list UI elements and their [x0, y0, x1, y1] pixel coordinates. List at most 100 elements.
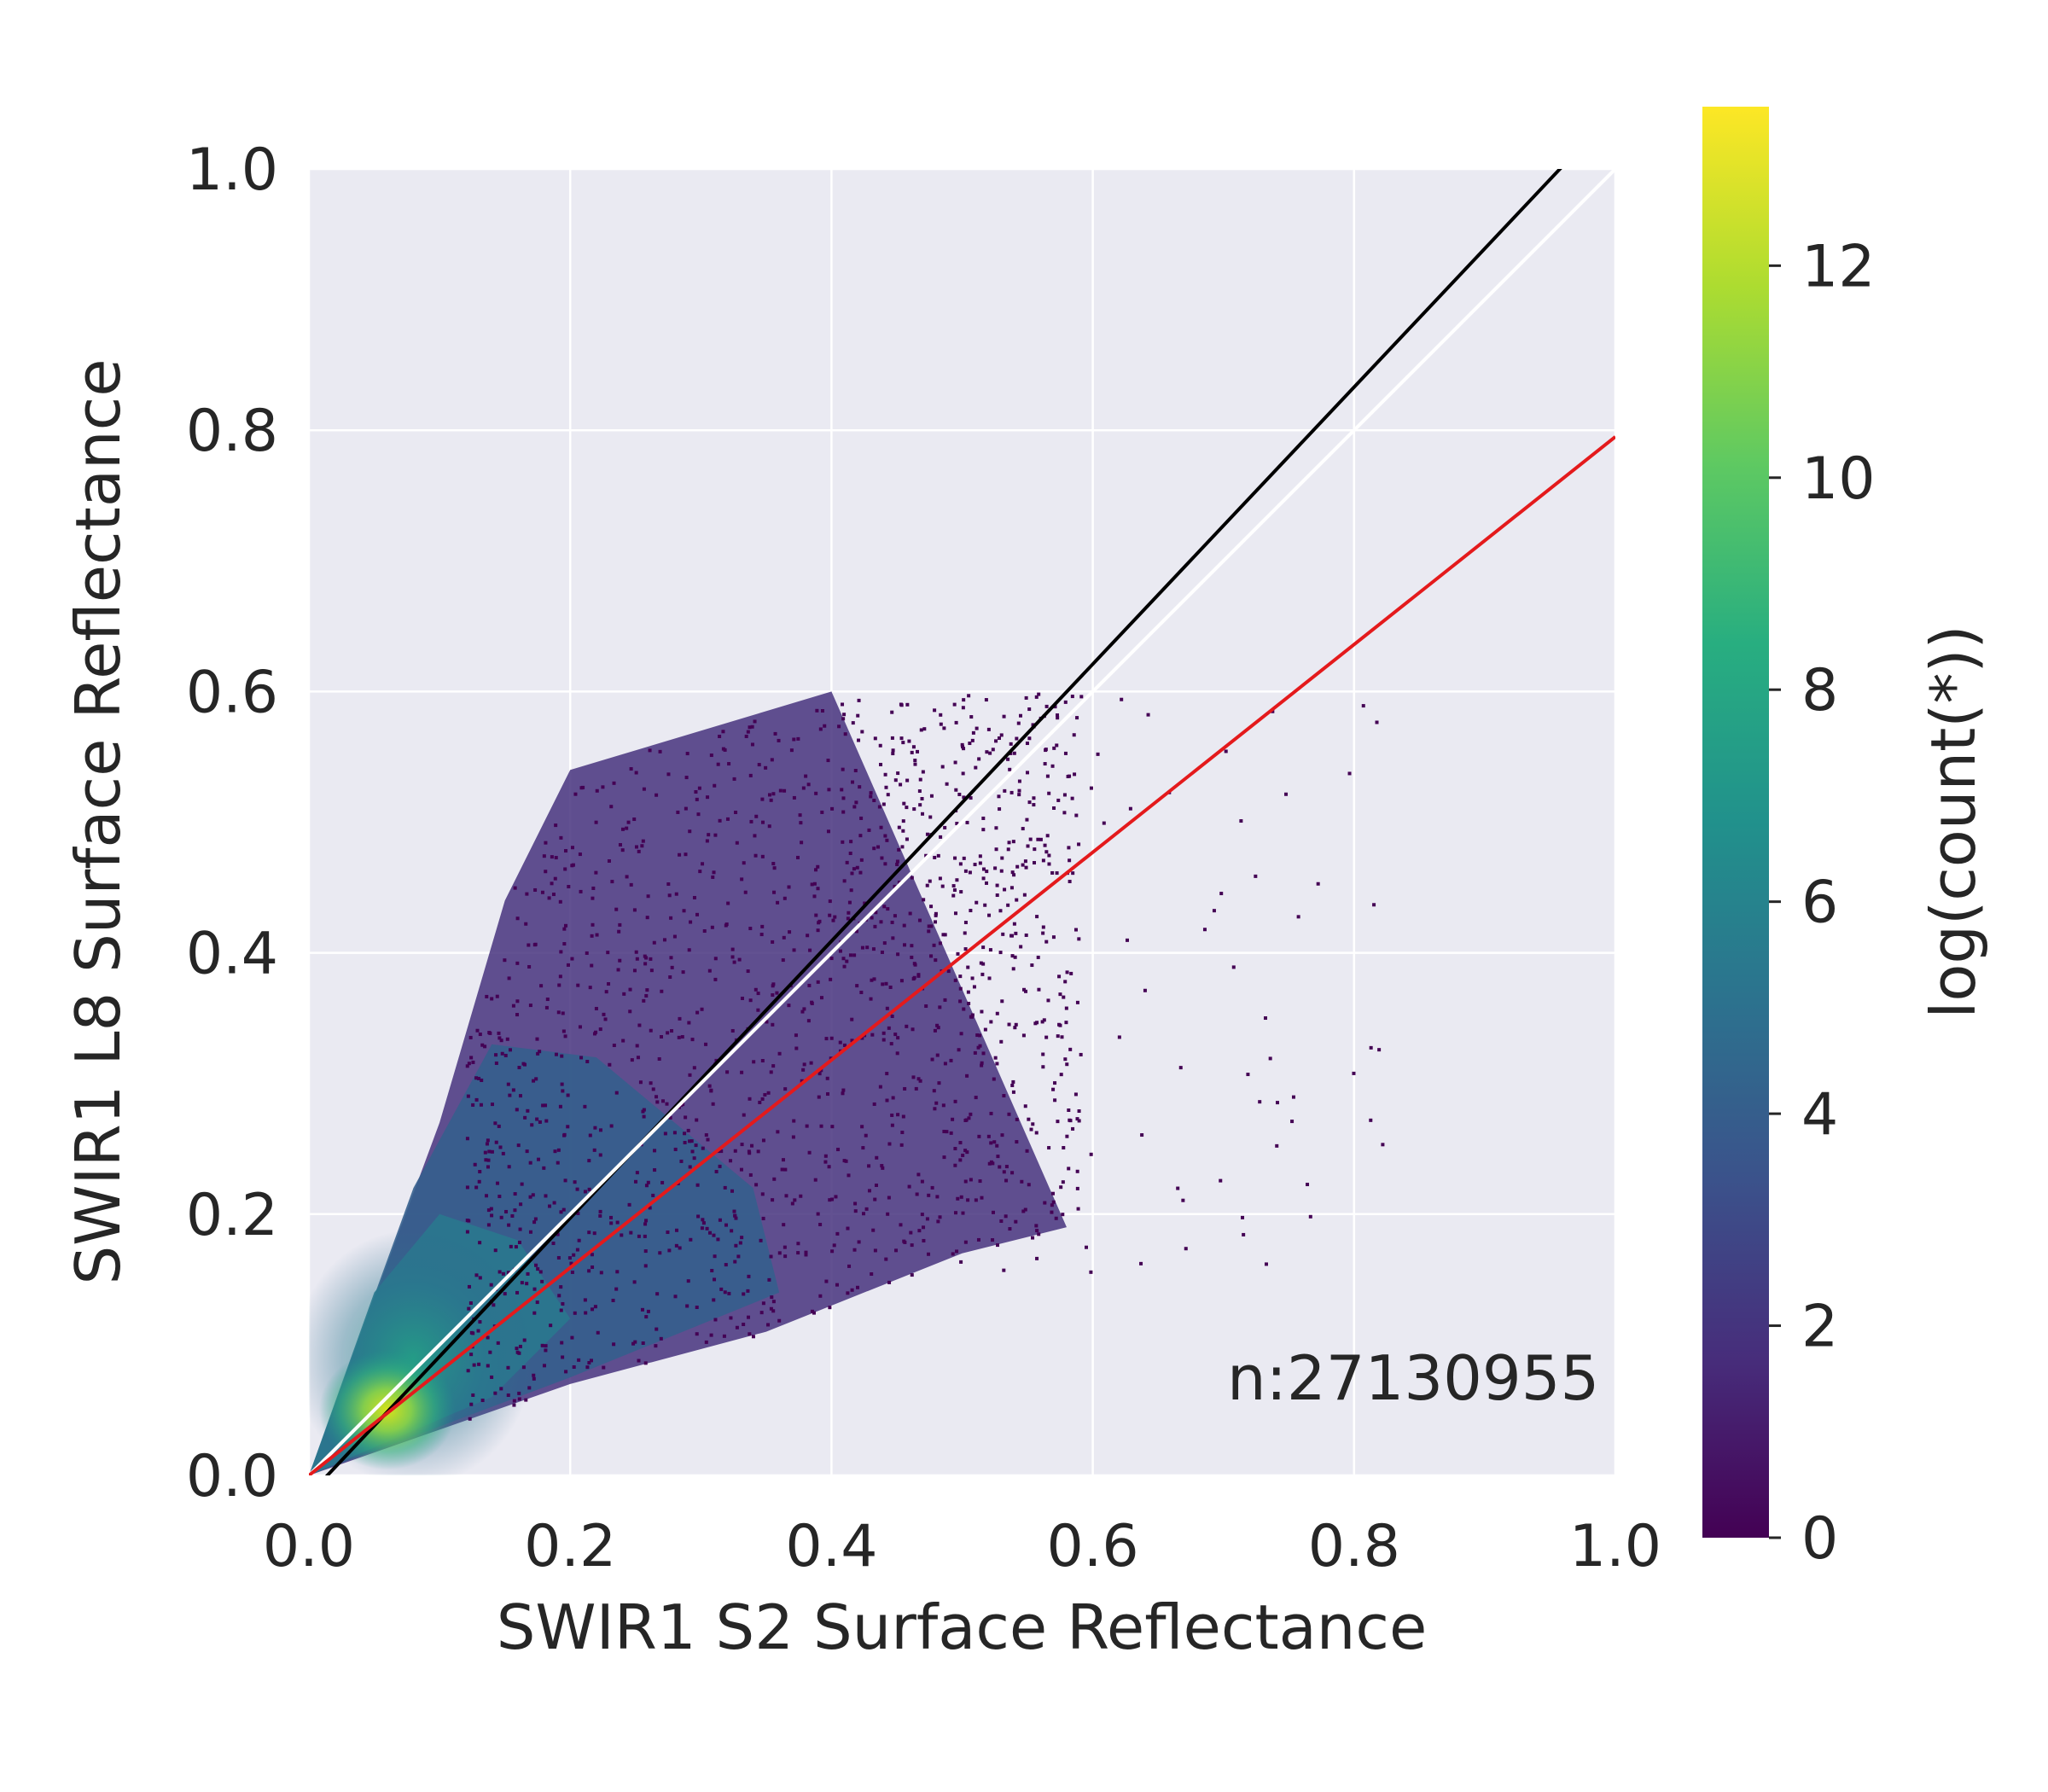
density-sparse-bin: [918, 777, 922, 782]
density-sparse-bin: [497, 1270, 502, 1274]
density-sparse-bin: [522, 1338, 527, 1342]
density-sparse-bin: [493, 1391, 497, 1395]
density-sparse-bin: [900, 845, 905, 849]
density-sparse-bin: [938, 876, 942, 881]
density-sparse-bin: [798, 813, 802, 817]
density-sparse-bin: [819, 1124, 823, 1128]
density-sparse-bin: [791, 1135, 795, 1139]
sample-count-annotation: n:27130955: [1227, 1342, 1599, 1414]
density-sparse-bin: [666, 772, 671, 777]
density-sparse-bin: [559, 950, 563, 954]
density-outlier-bin: [1089, 1152, 1093, 1156]
density-sparse-bin: [928, 815, 933, 819]
density-sparse-bin: [629, 882, 633, 887]
density-sparse-bin: [845, 959, 849, 963]
density-sparse-bin: [1052, 746, 1056, 750]
density-sparse-bin: [885, 1072, 889, 1076]
density-sparse-bin: [858, 834, 863, 838]
density-sparse-bin: [1033, 861, 1037, 865]
density-sparse-bin: [1050, 1191, 1055, 1196]
density-sparse-bin: [1037, 1232, 1041, 1236]
density-sparse-bin: [860, 1125, 864, 1129]
density-sparse-bin: [874, 911, 878, 915]
density-sparse-bin: [632, 908, 637, 912]
density-sparse-bin: [825, 1076, 829, 1080]
density-sparse-bin: [695, 1118, 699, 1122]
density-sparse-bin: [1045, 834, 1050, 838]
density-sparse-bin: [869, 997, 873, 1001]
density-sparse-bin: [603, 1017, 608, 1021]
density-sparse-bin: [958, 862, 963, 866]
density-sparse-bin: [766, 1091, 771, 1095]
density-sparse-bin: [1073, 928, 1078, 932]
density-sparse-bin: [644, 1184, 649, 1188]
density-sparse-bin: [771, 1198, 775, 1202]
density-sparse-bin: [561, 1029, 566, 1033]
density-sparse-bin: [486, 1223, 491, 1227]
density-sparse-bin: [496, 1341, 500, 1345]
density-sparse-bin: [987, 913, 992, 917]
density-sparse-bin: [547, 896, 551, 900]
density-sparse-bin: [858, 785, 862, 789]
density-outlier-bin: [1219, 892, 1224, 896]
density-sparse-bin: [804, 1250, 808, 1254]
density-sparse-bin: [563, 1034, 567, 1039]
density-sparse-bin: [497, 1195, 502, 1199]
density-sparse-bin: [686, 1279, 690, 1283]
density-sparse-bin: [531, 1193, 535, 1197]
density-outlier-bin: [1308, 1214, 1312, 1219]
density-sparse-bin: [594, 870, 598, 875]
density-sparse-bin: [829, 957, 834, 961]
density-sparse-bin: [659, 1336, 663, 1341]
density-sparse-bin: [910, 1273, 914, 1277]
density-sparse-bin: [516, 1143, 521, 1148]
density-outlier-bin: [1178, 1066, 1183, 1070]
density-sparse-bin: [612, 1044, 616, 1048]
density-sparse-bin: [684, 852, 688, 857]
density-sparse-bin: [936, 1219, 940, 1224]
density-sparse-bin: [544, 1119, 549, 1123]
density-sparse-bin: [679, 1159, 684, 1163]
density-sparse-bin: [742, 861, 746, 865]
density-sparse-bin: [1074, 813, 1079, 817]
density-sparse-bin: [653, 1168, 657, 1172]
density-sparse-bin: [782, 935, 786, 940]
density-outlier-bin: [1219, 1178, 1223, 1183]
density-sparse-bin: [965, 1150, 969, 1155]
density-sparse-bin: [977, 757, 981, 761]
density-sparse-bin: [965, 1073, 969, 1078]
density-sparse-bin: [643, 1222, 648, 1226]
density-sparse-bin: [515, 999, 520, 1004]
density-sparse-bin: [1035, 1229, 1039, 1233]
density-sparse-bin: [1031, 1122, 1035, 1126]
density-sparse-bin: [478, 1276, 482, 1280]
density-sparse-bin: [890, 710, 894, 714]
density-sparse-bin: [1047, 862, 1051, 866]
density-sparse-bin: [845, 860, 849, 864]
density-sparse-bin: [561, 1207, 566, 1212]
density-sparse-bin: [649, 957, 653, 961]
density-sparse-bin: [1012, 922, 1016, 926]
density-sparse-bin: [1015, 736, 1019, 741]
density-outlier-bin: [910, 944, 914, 948]
density-sparse-bin: [579, 786, 584, 790]
density-sparse-bin: [804, 1253, 808, 1257]
density-sparse-bin: [1042, 1018, 1046, 1022]
density-sparse-bin: [859, 990, 864, 994]
density-sparse-bin: [578, 1025, 582, 1029]
density-sparse-bin: [713, 1254, 717, 1259]
density-sparse-bin: [467, 1062, 471, 1066]
density-sparse-bin: [549, 1324, 553, 1328]
density-sparse-bin: [938, 941, 942, 945]
density-sparse-bin: [564, 849, 568, 853]
density-sparse-bin: [1047, 1146, 1051, 1150]
density-outlier-bin: [957, 1048, 961, 1052]
density-sparse-bin: [515, 961, 520, 965]
density-sparse-bin: [771, 862, 776, 866]
density-sparse-bin: [714, 1058, 719, 1062]
density-sparse-bin: [901, 829, 905, 833]
density-sparse-bin: [465, 1230, 469, 1234]
density-sparse-bin: [828, 899, 832, 904]
density-outlier-bin: [1176, 1186, 1180, 1190]
density-sparse-bin: [485, 994, 489, 998]
